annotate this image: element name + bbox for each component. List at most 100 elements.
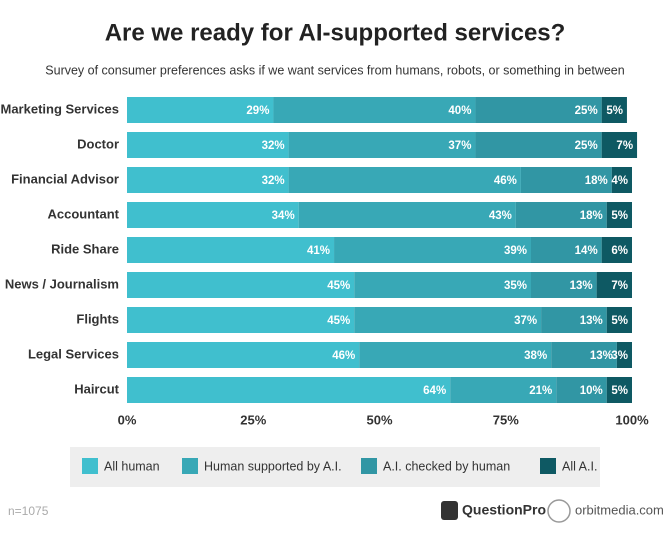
value-label: 64% bbox=[423, 385, 446, 397]
bar-segment bbox=[127, 342, 360, 368]
bar-segment bbox=[611, 167, 632, 193]
bar-segment bbox=[273, 97, 476, 123]
value-label: 18% bbox=[585, 175, 608, 187]
category-label: Accountant bbox=[48, 206, 120, 221]
value-label: 32% bbox=[262, 175, 285, 187]
value-label: 46% bbox=[332, 350, 355, 362]
category-label: Legal Services bbox=[28, 346, 119, 361]
bar-segment bbox=[298, 202, 516, 228]
value-label: 3% bbox=[611, 350, 628, 362]
value-label: 10% bbox=[580, 385, 603, 397]
legend-swatch bbox=[540, 458, 556, 474]
bar-segment bbox=[450, 377, 557, 403]
x-tick-label: 75% bbox=[493, 412, 519, 427]
bar-segment bbox=[354, 307, 542, 333]
value-label: 7% bbox=[611, 280, 628, 292]
value-label: 6% bbox=[611, 245, 628, 257]
category-label: Haircut bbox=[74, 381, 119, 396]
bar-segment bbox=[127, 307, 355, 333]
value-label: 13% bbox=[580, 315, 603, 327]
value-label: 5% bbox=[606, 105, 623, 117]
bar-segment bbox=[601, 97, 627, 123]
logo-text: orbitmedia.com bbox=[575, 502, 664, 517]
value-label: 5% bbox=[611, 315, 628, 327]
bar-segment bbox=[556, 377, 607, 403]
category-label: Doctor bbox=[77, 136, 119, 151]
value-label: 46% bbox=[494, 175, 517, 187]
value-label: 35% bbox=[504, 280, 527, 292]
bar-segment bbox=[475, 97, 602, 123]
value-label: 40% bbox=[448, 105, 471, 117]
bar-segment bbox=[354, 272, 531, 298]
category-label: Marketing Services bbox=[0, 101, 119, 116]
bar-segment bbox=[127, 272, 355, 298]
bar-segment bbox=[541, 307, 607, 333]
value-label: 7% bbox=[616, 140, 633, 152]
category-label: Financial Advisor bbox=[11, 171, 119, 186]
bar-segment bbox=[288, 132, 476, 158]
value-label: 43% bbox=[489, 210, 512, 222]
value-label: 41% bbox=[307, 245, 330, 257]
legend-swatch bbox=[361, 458, 377, 474]
x-tick-label: 0% bbox=[118, 412, 137, 427]
bar-segment bbox=[596, 272, 632, 298]
bar-segment bbox=[531, 237, 602, 263]
value-label: 13% bbox=[590, 350, 613, 362]
value-label: 34% bbox=[272, 210, 295, 222]
bar-segment bbox=[531, 272, 597, 298]
bar-segment bbox=[127, 97, 274, 123]
chart-title: Are we ready for AI-supported services? bbox=[105, 19, 566, 46]
bar-segment bbox=[127, 167, 289, 193]
bar-segment bbox=[475, 132, 602, 158]
bar-segment bbox=[606, 202, 632, 228]
value-label: 39% bbox=[504, 245, 527, 257]
chart-subtitle: Survey of consumer preferences asks if w… bbox=[45, 63, 624, 77]
bar-segment bbox=[127, 132, 289, 158]
value-label: 37% bbox=[448, 140, 471, 152]
value-label: 38% bbox=[524, 350, 547, 362]
legend-label: Human supported by A.I. bbox=[204, 459, 342, 473]
bar-segment bbox=[334, 237, 531, 263]
bar-segment bbox=[288, 167, 521, 193]
logo-icon bbox=[547, 499, 571, 523]
x-tick-label: 100% bbox=[615, 412, 649, 427]
value-label: 32% bbox=[262, 140, 285, 152]
legend-label: All human bbox=[104, 459, 160, 473]
bar-segment bbox=[606, 377, 632, 403]
bar-segment bbox=[520, 167, 612, 193]
legend-swatch bbox=[182, 458, 198, 474]
value-label: 13% bbox=[570, 280, 593, 292]
logo-text: QuestionPro bbox=[462, 502, 546, 518]
x-tick-label: 50% bbox=[366, 412, 392, 427]
bar-segment bbox=[359, 342, 552, 368]
x-tick-label: 25% bbox=[240, 412, 266, 427]
bar-segment bbox=[601, 132, 638, 158]
logo-icon bbox=[441, 501, 458, 520]
value-label: 25% bbox=[575, 140, 598, 152]
value-label: 5% bbox=[611, 385, 628, 397]
value-label: 37% bbox=[514, 315, 537, 327]
bar-segment bbox=[127, 202, 299, 228]
value-label: 4% bbox=[611, 175, 628, 187]
legend-label: A.I. checked by human bbox=[383, 459, 510, 473]
value-label: 25% bbox=[575, 105, 598, 117]
category-label: Flights bbox=[76, 311, 119, 326]
bar-segment bbox=[551, 342, 617, 368]
value-label: 5% bbox=[611, 210, 628, 222]
category-label: Ride Share bbox=[51, 241, 119, 256]
value-label: 14% bbox=[575, 245, 598, 257]
bar-segment bbox=[127, 237, 335, 263]
legend-label: All A.I. bbox=[562, 459, 597, 473]
category-label: News / Journalism bbox=[5, 276, 119, 291]
bar-segment bbox=[616, 342, 632, 368]
value-label: 21% bbox=[529, 385, 552, 397]
bar-segment bbox=[515, 202, 607, 228]
bar-segment bbox=[606, 307, 632, 333]
value-label: 29% bbox=[246, 105, 269, 117]
value-label: 18% bbox=[580, 210, 603, 222]
bar-segment bbox=[127, 377, 451, 403]
value-label: 45% bbox=[327, 315, 350, 327]
sample-note: n=1075 bbox=[8, 504, 49, 518]
value-label: 45% bbox=[327, 280, 350, 292]
